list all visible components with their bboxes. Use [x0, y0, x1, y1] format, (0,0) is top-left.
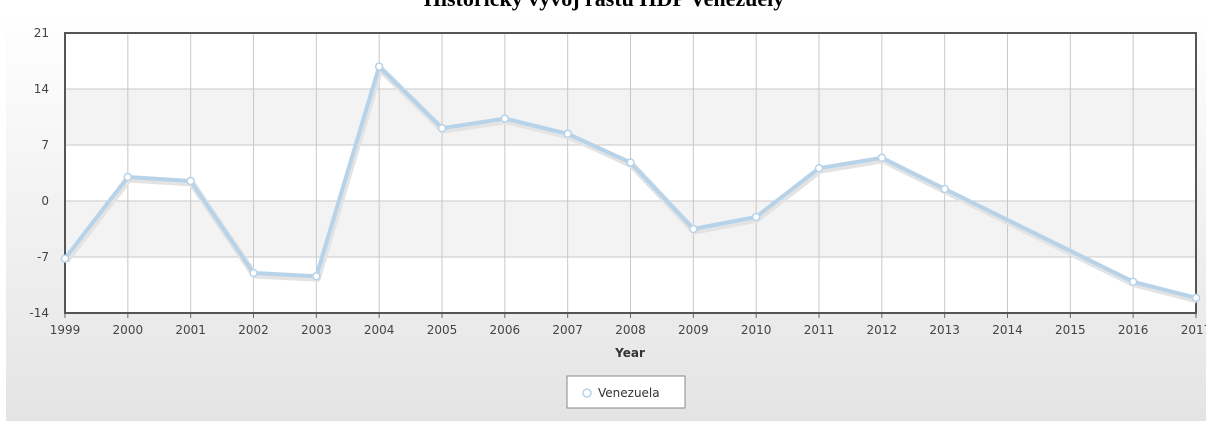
x-tick-label: 2014 — [992, 323, 1023, 337]
point — [814, 163, 824, 173]
point — [940, 184, 949, 194]
x-tick-label: 2007 — [552, 323, 583, 337]
x-tick-label: 2003 — [301, 323, 332, 337]
point — [877, 153, 887, 163]
y-tick-label: 21 — [34, 26, 49, 40]
point — [123, 172, 133, 182]
point — [563, 129, 572, 139]
x-axis-label: Year — [614, 346, 645, 360]
point — [1191, 293, 1201, 303]
point — [751, 212, 761, 222]
chart-title: Historický vývoj rastu HDP Venezuely — [424, 0, 785, 11]
x-tick-label: 2004 — [364, 323, 395, 337]
legend-label: Venezuela — [598, 386, 660, 400]
point — [626, 158, 635, 167]
x-tick-label: 2012 — [867, 323, 898, 337]
y-tick-label: -14 — [29, 306, 49, 320]
point — [437, 123, 447, 133]
point — [312, 271, 321, 281]
x-tick-label: 2005 — [427, 323, 458, 337]
x-tick-label: 2009 — [678, 323, 709, 337]
x-tick-label: 2017 — [1181, 323, 1206, 337]
x-tick-label: 2015 — [1055, 323, 1086, 337]
point — [374, 62, 384, 71]
x-tick-label: 2013 — [929, 323, 960, 337]
point — [186, 176, 195, 186]
point — [500, 114, 510, 123]
plot-border — [64, 32, 1197, 314]
y-tick-label: -7 — [37, 250, 49, 264]
point — [689, 224, 698, 234]
x-tick-label: 2016 — [1118, 323, 1149, 337]
x-tick-label: 2008 — [615, 323, 646, 337]
x-tick-label: 2001 — [175, 323, 206, 337]
x-tick-label: 2000 — [113, 323, 144, 337]
y-tick-label: 0 — [41, 194, 49, 208]
y-tick-label: 7 — [41, 138, 49, 152]
x-tick-label: 2006 — [490, 323, 521, 337]
y-tick-label: 14 — [34, 82, 49, 96]
point — [1128, 277, 1138, 287]
legend-marker — [582, 388, 592, 398]
x-tick-label: 2011 — [804, 323, 835, 337]
point — [249, 268, 258, 278]
x-tick-label: 1999 — [50, 323, 81, 337]
point — [60, 254, 70, 263]
x-tick-label: 2010 — [741, 323, 772, 337]
x-tick-label: 2002 — [238, 323, 269, 337]
